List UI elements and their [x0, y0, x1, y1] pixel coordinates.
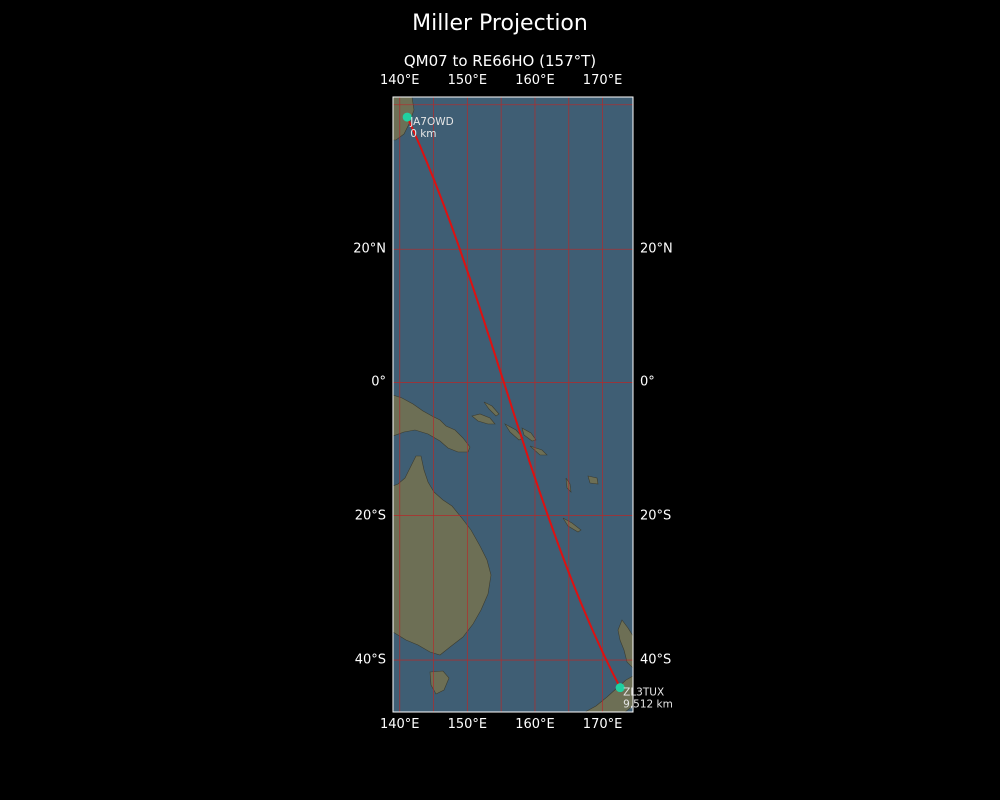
land-solomons-2 [521, 427, 537, 442]
station-callsign-label: ZL3TUX [623, 687, 664, 699]
station-marker [402, 112, 412, 122]
lon-tick-top: 160°E [515, 73, 555, 88]
land-new-ireland [483, 401, 500, 417]
lat-tick-right: 40°S [640, 652, 672, 668]
land-fiji [587, 475, 599, 485]
lat-tick-left: 20°S [354, 508, 386, 524]
lat-tick-left: 20°N [353, 241, 386, 257]
lat-tick-right: 0° [640, 374, 655, 390]
lon-tick-top: 170°E [582, 73, 623, 88]
map-title: QM07 to RE66HO (157°T) [403, 52, 597, 70]
great-circle-path [406, 116, 622, 689]
land-new-guinea [393, 394, 471, 453]
lon-tick-top: 150°E [447, 73, 488, 88]
land-solomons-1 [504, 423, 524, 441]
station-distance-label: 0 km [410, 128, 436, 140]
land-new-britain [471, 413, 496, 425]
graticule [393, 97, 633, 712]
lat-tick-left: 40°S [354, 652, 386, 668]
lat-tick-left: 0° [371, 374, 386, 390]
lon-tick-bottom: 170°E [582, 717, 623, 732]
land-solomons-3 [529, 445, 548, 456]
map-frame [392, 96, 634, 713]
lon-tick-top: 140°E [379, 73, 420, 88]
lat-tick-right: 20°N [640, 241, 673, 257]
station-marker [615, 683, 625, 693]
land-new-caledonia [562, 517, 582, 533]
land-new-zealand-north [617, 619, 633, 669]
lat-tick-right: 20°S [640, 508, 672, 524]
figure-title: Miller Projection [412, 11, 588, 36]
lon-tick-bottom: 160°E [515, 717, 555, 732]
station-markers [402, 112, 625, 693]
lon-tick-bottom: 140°E [379, 717, 420, 732]
lon-tick-bottom: 150°E [447, 717, 488, 732]
station-callsign-label: JA7OWD [409, 116, 454, 128]
station-distance-label: 9,512 km [623, 699, 673, 711]
land-tasmania [429, 670, 450, 695]
